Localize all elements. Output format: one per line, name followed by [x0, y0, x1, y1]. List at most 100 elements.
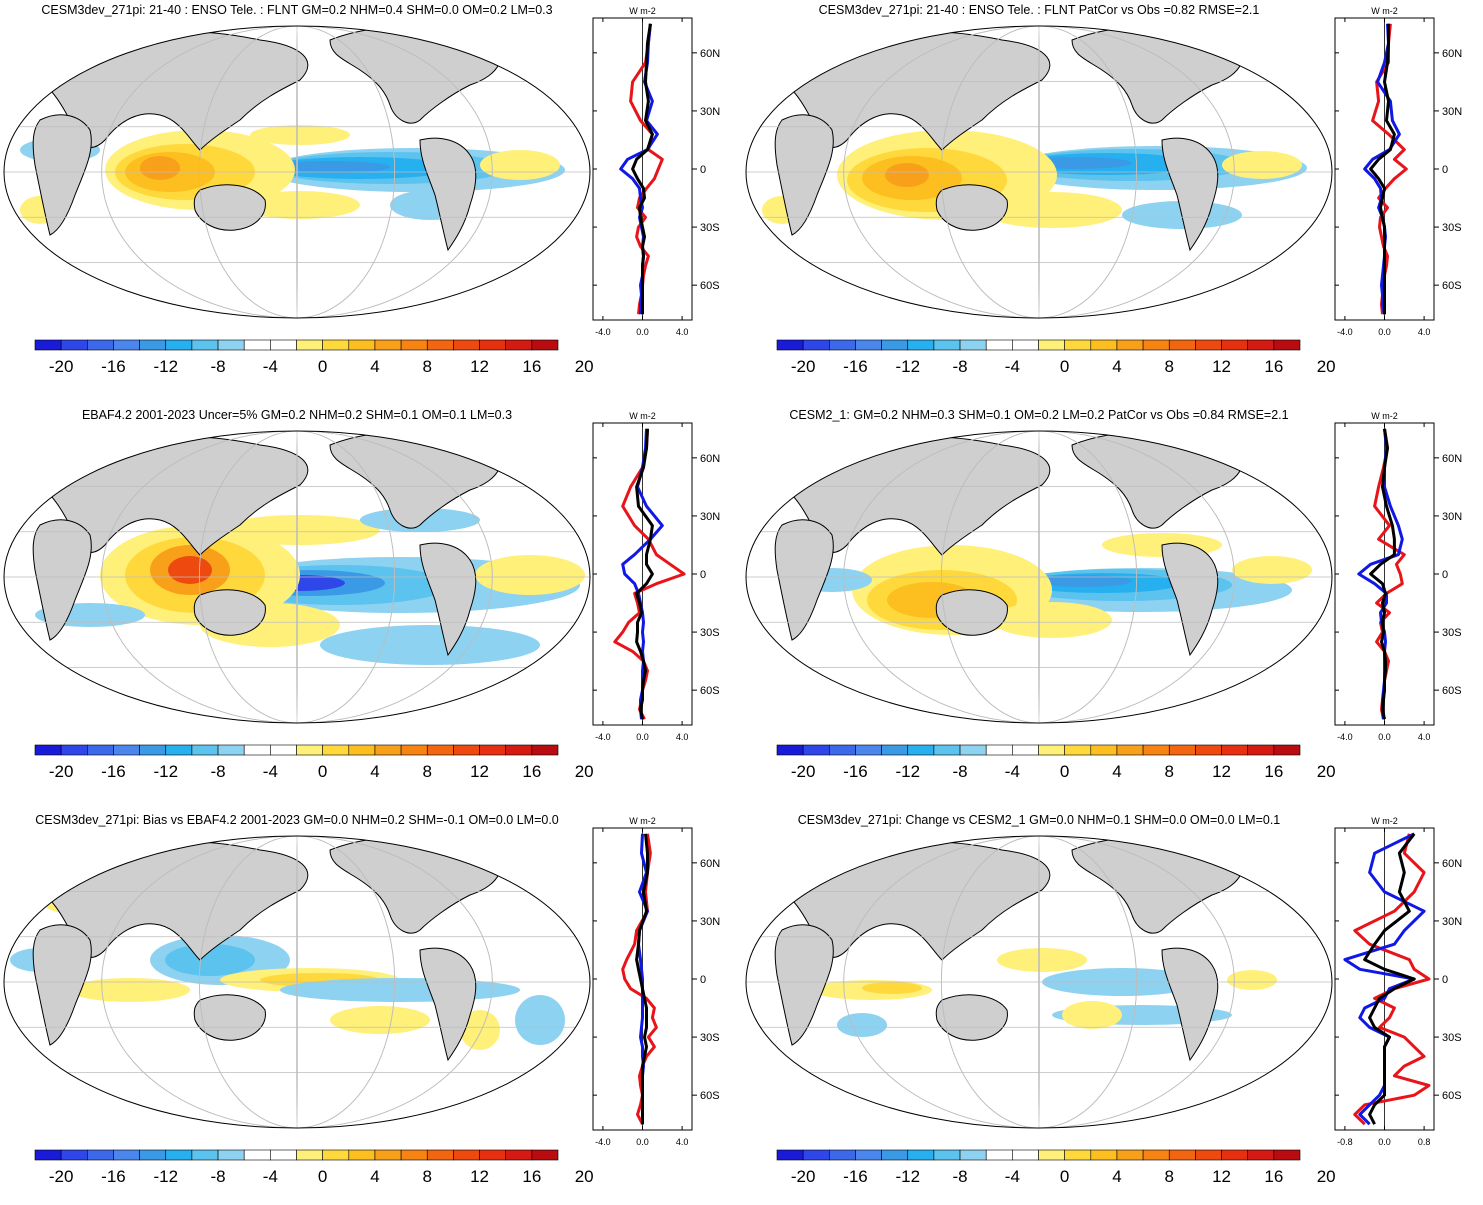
panel-title: CESM2_1: GM=0.2 NHM=0.3 SHM=0.1 OM=0.2 L… — [789, 408, 1288, 422]
panel-title: CESM3dev_271pi: Change vs CESM2_1 GM=0.0… — [798, 813, 1281, 827]
colorbar-label: -4 — [263, 357, 278, 376]
graticule-lon — [198, 26, 396, 318]
panel-svg: CESM2_1: GM=0.2 NHM=0.3 SHM=0.1 OM=0.2 L… — [745, 408, 1462, 781]
colorbar-label: -16 — [101, 762, 126, 781]
colorbar-swatch — [855, 339, 882, 351]
colorbar-label: 8 — [423, 357, 432, 376]
map-border — [745, 835, 1333, 1129]
colorbar-swatch — [776, 744, 804, 756]
colorbar-swatch — [1012, 744, 1039, 756]
colorbar-swatch — [1090, 744, 1118, 756]
colorbar-label: -20 — [791, 1167, 816, 1186]
anomaly-contour — [997, 948, 1087, 972]
panel-title: CESM3dev_271pi: 21-40 : ENSO Tele. : FLN… — [819, 3, 1260, 17]
continent — [32, 924, 92, 1046]
colorbar-label: -4 — [263, 1167, 278, 1186]
colorbar-swatch — [505, 339, 533, 351]
anomaly-contour — [480, 150, 560, 180]
colorbar-label: -16 — [843, 1167, 868, 1186]
lat-tick-label: 30N — [700, 511, 720, 523]
anomaly-contour — [837, 1013, 887, 1037]
colorbar-label: 20 — [1317, 357, 1336, 376]
graticule-lon — [843, 431, 1235, 723]
continent — [935, 184, 1008, 231]
map-border — [3, 430, 591, 724]
panel-2: CESM3dev_271pi: 21-40 : ENSO Tele. : FLN… — [742, 0, 1483, 395]
colorbar-swatch — [907, 1149, 935, 1161]
zonal-unit-label: W m-2 — [629, 816, 656, 826]
colorbar-swatch — [270, 1149, 297, 1161]
colorbar-swatch — [802, 339, 830, 351]
colorbar-swatch — [1221, 1149, 1248, 1161]
colorbar-swatch — [1221, 339, 1248, 351]
panel-6: CESM3dev_271pi: Change vs CESM2_1 GM=0.0… — [742, 810, 1483, 1205]
panel-title: CESM3dev_271pi: 21-40 : ENSO Tele. : FLN… — [41, 3, 552, 17]
graticule-lon — [198, 431, 396, 723]
colorbar-label: -12 — [153, 1167, 178, 1186]
colorbar-swatch — [1221, 744, 1248, 756]
colorbar-swatch — [1195, 339, 1222, 351]
zonal-line-blue — [1357, 428, 1404, 720]
colorbar-label: -20 — [49, 762, 74, 781]
colorbar-swatch — [243, 339, 271, 351]
colorbar-label: 8 — [423, 1167, 432, 1186]
zonal-line-black — [1369, 23, 1396, 315]
colorbar-label: -12 — [153, 357, 178, 376]
colorbar-label: 16 — [522, 762, 541, 781]
anomaly-contour — [330, 1006, 430, 1034]
anomaly-contour — [165, 944, 255, 976]
anomaly-contour — [862, 982, 922, 994]
x-tick-label: 0.0 — [1378, 327, 1391, 337]
colorbar-label: 4 — [370, 1167, 379, 1186]
x-tick-label: -4.0 — [595, 1137, 611, 1147]
colorbar-label: 4 — [370, 357, 379, 376]
colorbar-swatch — [881, 744, 909, 756]
colorbar-swatch — [296, 744, 323, 756]
x-tick-label: 0.0 — [636, 1137, 649, 1147]
colorbar-label: -4 — [1005, 357, 1020, 376]
colorbar-swatch — [60, 744, 88, 756]
colorbar-swatch — [426, 1149, 454, 1161]
colorbar-swatch — [87, 339, 114, 351]
colorbar-label: 8 — [1165, 357, 1174, 376]
colorbar-swatch — [165, 1149, 193, 1161]
graticule-lon — [296, 431, 298, 723]
continent — [935, 589, 1008, 636]
x-tick-label: 4.0 — [676, 732, 689, 742]
colorbar-swatch — [139, 339, 167, 351]
colorbar-label: 16 — [1264, 357, 1283, 376]
anomaly-contour — [70, 978, 190, 1002]
colorbar-swatch — [855, 744, 882, 756]
colorbar-swatch — [34, 744, 62, 756]
colorbar-label: 16 — [522, 357, 541, 376]
colorbar-swatch — [243, 744, 271, 756]
colorbar-swatch — [1273, 744, 1301, 756]
colorbar-swatch — [400, 1149, 428, 1161]
zonal-line-black — [631, 23, 654, 315]
colorbar-label: 16 — [1264, 1167, 1283, 1186]
colorbar-swatch — [322, 744, 350, 756]
panel-svg: CESM3dev_271pi: Bias vs EBAF4.2 2001-202… — [3, 813, 720, 1186]
x-tick-label: -4.0 — [595, 732, 611, 742]
colorbar-swatch — [1247, 339, 1275, 351]
colorbar-label: 0 — [1060, 357, 1069, 376]
map-field — [746, 431, 1332, 723]
colorbar-swatch — [191, 744, 219, 756]
colorbar-swatch — [374, 1149, 402, 1161]
anomaly-contour — [885, 163, 929, 187]
colorbar-label: 12 — [470, 1167, 489, 1186]
zonal-line-black — [1363, 832, 1416, 1125]
colorbar-swatch — [1168, 744, 1196, 756]
colorbar-label: -4 — [263, 762, 278, 781]
map-border — [745, 430, 1333, 724]
colorbar-swatch — [933, 744, 961, 756]
colorbar-swatch — [1142, 744, 1170, 756]
colorbar-swatch — [113, 744, 140, 756]
colorbar-swatch — [87, 744, 114, 756]
anomaly-contour — [982, 192, 1122, 228]
colorbar-label: 16 — [522, 1167, 541, 1186]
anomaly-contour — [250, 125, 350, 145]
colorbar-swatch — [479, 744, 506, 756]
graticule-lon — [1038, 836, 1040, 1128]
lat-tick-label: 60S — [1442, 685, 1462, 697]
